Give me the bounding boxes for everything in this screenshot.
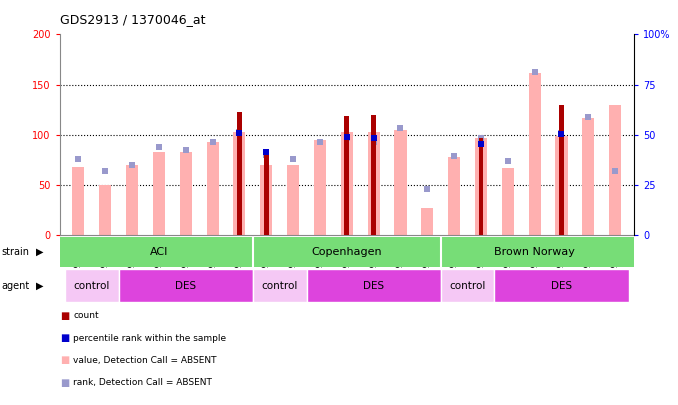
- Bar: [502, 168, 514, 235]
- Text: GDS2913 / 1370046_at: GDS2913 / 1370046_at: [60, 13, 205, 26]
- Text: control: control: [74, 281, 110, 290]
- Bar: [421, 208, 433, 235]
- Text: rank, Detection Call = ABSENT: rank, Detection Call = ABSENT: [73, 378, 212, 387]
- Bar: [367, 132, 380, 235]
- Text: Copenhagen: Copenhagen: [311, 247, 382, 257]
- Bar: [264, 153, 268, 235]
- Text: ■: ■: [60, 356, 69, 365]
- Bar: [559, 104, 564, 235]
- Bar: [448, 157, 460, 235]
- Bar: [65, 269, 119, 302]
- Bar: [73, 167, 85, 235]
- Text: Brown Norway: Brown Norway: [494, 247, 575, 257]
- Text: ■: ■: [60, 311, 69, 321]
- Text: DES: DES: [363, 281, 384, 290]
- Bar: [529, 72, 540, 235]
- Text: count: count: [73, 311, 99, 320]
- Text: strain: strain: [1, 247, 29, 257]
- Bar: [494, 269, 629, 302]
- Bar: [372, 115, 376, 235]
- Bar: [344, 115, 349, 235]
- Text: ▶: ▶: [36, 247, 43, 257]
- Bar: [207, 142, 219, 235]
- Bar: [180, 152, 192, 235]
- Bar: [441, 269, 494, 302]
- Text: ■: ■: [60, 333, 69, 343]
- Bar: [609, 104, 621, 235]
- Bar: [119, 269, 253, 302]
- Bar: [260, 165, 273, 235]
- Bar: [237, 112, 242, 235]
- Bar: [99, 185, 111, 235]
- Bar: [314, 140, 326, 235]
- Text: value, Detection Call = ABSENT: value, Detection Call = ABSENT: [73, 356, 217, 365]
- Bar: [233, 132, 245, 235]
- Bar: [287, 165, 299, 235]
- Bar: [341, 132, 353, 235]
- Bar: [582, 117, 595, 235]
- Bar: [395, 130, 407, 235]
- Bar: [253, 269, 306, 302]
- Text: ■: ■: [60, 378, 69, 388]
- Bar: [475, 138, 487, 235]
- Text: percentile rank within the sample: percentile rank within the sample: [73, 334, 226, 343]
- Bar: [306, 269, 441, 302]
- Text: DES: DES: [551, 281, 572, 290]
- Bar: [555, 136, 567, 235]
- Text: control: control: [450, 281, 485, 290]
- Text: agent: agent: [1, 281, 30, 290]
- Text: ▶: ▶: [36, 281, 43, 290]
- Bar: [153, 152, 165, 235]
- Text: DES: DES: [175, 281, 197, 290]
- Bar: [479, 138, 483, 235]
- Bar: [126, 165, 138, 235]
- Text: control: control: [262, 281, 298, 290]
- Text: ACI: ACI: [150, 247, 168, 257]
